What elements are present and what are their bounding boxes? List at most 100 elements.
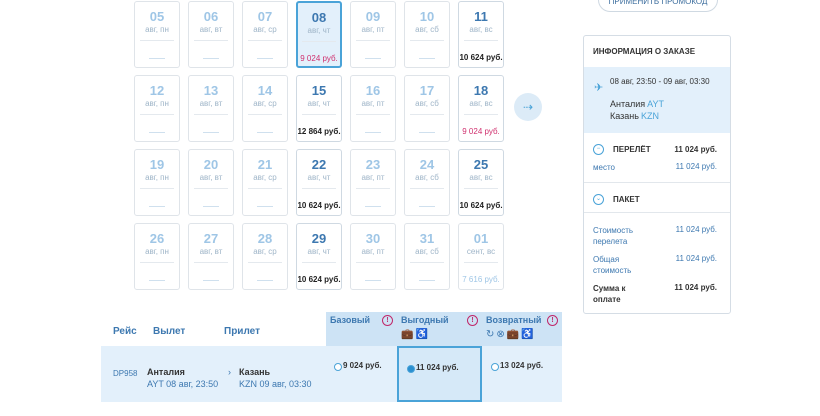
divider xyxy=(356,262,390,263)
day-weekday: авг, чт xyxy=(307,173,331,182)
no-price-dash xyxy=(149,132,165,133)
chevron-right-icon: › xyxy=(228,367,231,377)
calendar-day: 19 авг, пн xyxy=(134,149,180,216)
day-number: 27 xyxy=(203,231,219,246)
calendar-day: 23 авг, пт xyxy=(350,149,396,216)
day-number: 21 xyxy=(257,157,273,172)
day-number: 29 xyxy=(311,231,327,246)
seat-value: 11 024 руб. xyxy=(675,162,717,171)
calendar-day[interactable]: 25 авг, вс 10 624 руб. xyxy=(458,149,504,216)
day-number: 25 xyxy=(473,157,489,172)
day-number: 17 xyxy=(419,83,435,98)
no-price-dash xyxy=(203,280,219,281)
no-price-dash xyxy=(149,58,165,59)
no-price-dash xyxy=(149,280,165,281)
day-number: 07 xyxy=(257,9,273,24)
fare-radio[interactable] xyxy=(491,363,499,371)
day-weekday: авг, ср xyxy=(253,247,277,256)
calendar-day[interactable]: 22 авг, чт 10 624 руб. xyxy=(296,149,342,216)
day-number: 15 xyxy=(311,83,327,98)
calendar-day[interactable]: 11 авг, вс 10 624 руб. xyxy=(458,1,504,68)
fare-radio[interactable] xyxy=(407,365,415,373)
day-weekday: авг, сб xyxy=(415,25,439,34)
route-dates: 08 авг, 23:50 - 09 авг, 03:30 xyxy=(610,77,710,86)
fare-option-basic[interactable]: 9 024 руб. xyxy=(326,346,397,402)
divider xyxy=(302,188,336,189)
calendar-day[interactable]: 08 авг, чт 9 024 руб. xyxy=(296,1,342,68)
divider xyxy=(356,40,390,41)
day-weekday: авг, пт xyxy=(361,173,385,182)
fare-radio[interactable] xyxy=(334,363,342,371)
fare-option-profit[interactable]: 11 024 руб. xyxy=(397,346,482,402)
calendar-day: 13 авг, вт xyxy=(188,75,234,142)
collapse-package-icon[interactable]: ⌄ xyxy=(593,194,604,205)
day-weekday: авг, пт xyxy=(361,247,385,256)
calendar-day: 12 авг, пн xyxy=(134,75,180,142)
flight-cost-value: 11 024 руб. xyxy=(675,225,717,234)
no-price-dash xyxy=(365,58,381,59)
fare-option-return[interactable]: 13 024 руб. xyxy=(482,346,562,402)
day-number: 23 xyxy=(365,157,381,172)
calendar-day[interactable]: 29 авг, чт 10 624 руб. xyxy=(296,223,342,290)
route-to: Казань KZN xyxy=(610,111,659,121)
no-price-dash xyxy=(257,280,273,281)
day-weekday: авг, вт xyxy=(199,99,223,108)
calendar-day: 27 авг, вт xyxy=(188,223,234,290)
divider xyxy=(464,114,498,115)
fare-header-profit: Выгодный ! 💼♿ xyxy=(397,312,482,346)
col-flight-header: Рейс xyxy=(113,326,137,337)
day-number: 16 xyxy=(365,83,381,98)
calendar-day: 09 авг, пт xyxy=(350,1,396,68)
calendar-day: 14 авг, ср xyxy=(242,75,288,142)
day-weekday: авг, пн xyxy=(145,99,169,108)
divider xyxy=(464,40,498,41)
day-weekday: авг, сб xyxy=(415,247,439,256)
day-price: 9 024 руб. xyxy=(300,54,338,63)
divider xyxy=(302,114,336,115)
calendar-day: 05 авг, пн xyxy=(134,1,180,68)
no-price-dash xyxy=(149,206,165,207)
departure-detail: AYT 08 авг, 23:50 xyxy=(147,379,219,389)
day-number: 05 xyxy=(149,9,165,24)
no-price-dash xyxy=(419,280,435,281)
apply-promo-button[interactable]: ПРИМЕНИТЬ ПРОМОКОД xyxy=(598,0,718,12)
no-price-dash xyxy=(365,280,381,281)
no-price-dash xyxy=(257,132,273,133)
calendar-day[interactable]: 01 сент, вс 7 616 руб. xyxy=(458,223,504,290)
refund-icon: ↻⊗💼♿ xyxy=(486,329,536,340)
day-number: 13 xyxy=(203,83,219,98)
calendar-day[interactable]: 18 авг, вс 9 024 руб. xyxy=(458,75,504,142)
day-weekday: авг, пн xyxy=(145,247,169,256)
divider xyxy=(410,188,444,189)
day-number: 09 xyxy=(365,9,381,24)
next-week-button[interactable]: ⇢ xyxy=(514,93,542,121)
collapse-flight-icon[interactable]: − xyxy=(593,144,604,155)
arrow-right-icon: ⇢ xyxy=(522,100,534,114)
divider xyxy=(140,188,174,189)
day-weekday: авг, ср xyxy=(253,173,277,182)
calendar-day[interactable]: 15 авг, чт 12 864 руб. xyxy=(296,75,342,142)
fare-header-basic: Базовый ! xyxy=(326,312,397,346)
fare-header-return: Возвратный ! ↻⊗💼♿ xyxy=(482,312,562,346)
info-icon[interactable]: ! xyxy=(382,315,393,326)
divider xyxy=(584,212,730,213)
day-number: 06 xyxy=(203,9,219,24)
day-weekday: авг, сб xyxy=(415,99,439,108)
col-departure-header: Вылет xyxy=(153,326,186,337)
col-arrival-header: Прилет xyxy=(224,326,260,337)
info-icon[interactable]: ! xyxy=(547,315,558,326)
calendar-day: 10 авг, сб xyxy=(404,1,450,68)
calendar-day: 17 авг, сб xyxy=(404,75,450,142)
day-number: 30 xyxy=(365,231,381,246)
no-price-dash xyxy=(257,58,273,59)
calendar-day: 31 авг, сб xyxy=(404,223,450,290)
divider xyxy=(140,262,174,263)
amount-due-label: Сумма к оплате xyxy=(593,284,626,304)
divider xyxy=(302,41,336,42)
day-number: 24 xyxy=(419,157,435,172)
day-price: 10 624 руб. xyxy=(459,201,503,210)
no-price-dash xyxy=(203,206,219,207)
info-icon[interactable]: ! xyxy=(467,315,478,326)
day-price: 12 864 руб. xyxy=(297,127,341,136)
calendar-day: 24 авг, сб xyxy=(404,149,450,216)
